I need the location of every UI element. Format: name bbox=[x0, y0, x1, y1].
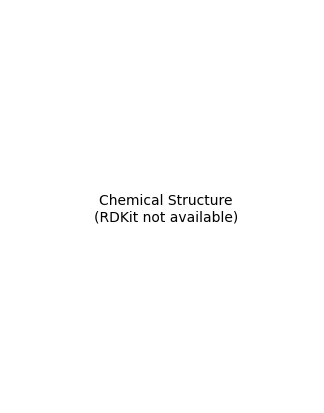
Text: Chemical Structure
(RDKit not available): Chemical Structure (RDKit not available) bbox=[94, 194, 238, 223]
